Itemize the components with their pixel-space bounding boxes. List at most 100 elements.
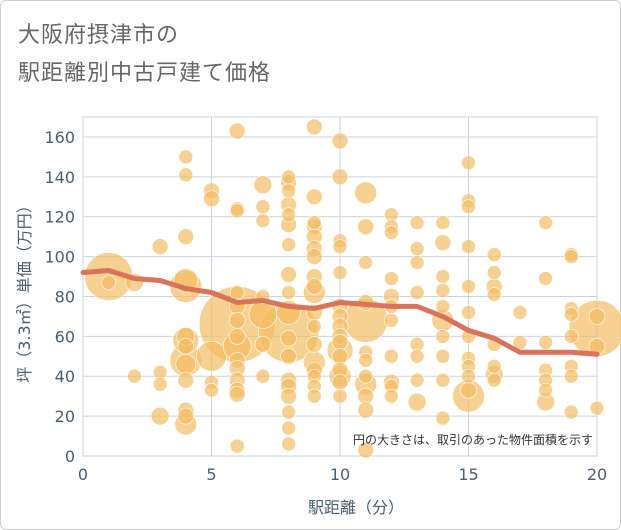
bubble-point — [409, 255, 425, 270]
bubble-point — [228, 312, 246, 329]
bubble-point — [512, 305, 528, 320]
x-tick-label: 0 — [78, 465, 88, 484]
y-tick-label: 100 — [44, 248, 75, 267]
bubble-point — [331, 347, 349, 365]
bubble-point — [150, 406, 170, 426]
bubble-point — [151, 238, 169, 255]
bubble-point — [254, 336, 272, 353]
y-axis-title: 坪（3.3㎡）単価（万円） — [15, 197, 34, 382]
bubble-point — [305, 336, 323, 353]
bubble-point — [538, 271, 553, 286]
bubble-point — [461, 305, 476, 320]
bubble-point — [203, 190, 220, 208]
bubble-point — [204, 382, 219, 398]
bubble-point — [460, 381, 477, 399]
bubble-point — [563, 368, 579, 384]
bubble-point — [486, 265, 502, 280]
bubble-point — [512, 335, 528, 350]
bubble-point — [461, 368, 476, 384]
grid — [82, 116, 598, 457]
bubble-point — [486, 358, 502, 374]
bubble-point — [357, 387, 375, 405]
y-tick-label: 160 — [44, 128, 75, 147]
bubble-point — [229, 438, 245, 454]
bubble-point — [435, 329, 451, 344]
bubble-point — [357, 441, 375, 459]
bubble-point — [409, 285, 425, 300]
bubble-point — [435, 372, 451, 388]
bubble-point — [486, 372, 502, 388]
bubble-point — [563, 307, 579, 322]
bubble-point — [281, 404, 296, 420]
bubbles — [84, 118, 621, 459]
bubble-point — [409, 372, 425, 388]
x-tick-label: 5 — [206, 465, 216, 484]
bubble-point — [538, 335, 553, 350]
tick-labels: 0 5 10 15 20 0 20 40 60 80 100 120 140 160 — [44, 128, 607, 484]
x-tick-label: 10 — [330, 465, 350, 484]
bubble-point — [563, 249, 579, 264]
bubble-point — [589, 400, 605, 416]
bubble-point — [281, 183, 296, 199]
bubble-point — [280, 266, 297, 283]
bubble-point — [255, 368, 271, 384]
bubble-point — [461, 279, 476, 294]
bubble-point — [281, 207, 296, 223]
y-tick-label: 140 — [44, 168, 75, 187]
bubble-point — [280, 387, 297, 405]
bubble-point — [384, 388, 399, 404]
bubble-point — [354, 181, 378, 205]
bubble-point — [280, 347, 297, 365]
bubble-point — [435, 283, 451, 298]
bubble-point — [177, 371, 195, 389]
bubble-point — [178, 167, 194, 183]
bubble-point — [461, 155, 476, 171]
bubble-point — [281, 285, 296, 300]
bubble-point — [461, 239, 476, 254]
bubble-point — [305, 188, 323, 206]
bubble-point — [435, 215, 451, 230]
bubble-point — [407, 392, 427, 412]
y-tick-label: 60 — [55, 327, 75, 346]
bubble-point — [331, 168, 349, 186]
chart-title-line2: 駅距離別中古戸建て価格 — [18, 61, 272, 86]
bubble-point — [563, 329, 579, 344]
bubble-point — [486, 287, 502, 302]
bubble-point — [228, 385, 246, 403]
bubble-point — [486, 247, 502, 262]
bubble-point — [538, 382, 553, 398]
y-tick-label: 20 — [55, 407, 75, 426]
bubble-point — [281, 237, 296, 252]
bubble-point — [306, 215, 322, 230]
bubble-point — [434, 234, 452, 251]
bubble-point — [229, 285, 245, 300]
bubble-point — [358, 255, 374, 270]
x-axis-title: 駅距離（分） — [308, 498, 404, 517]
bubble-point — [305, 118, 323, 136]
y-tick-label: 80 — [55, 287, 75, 306]
bubble-point — [255, 213, 271, 228]
bubble-point — [228, 122, 246, 140]
bubble-point — [229, 203, 245, 219]
bubble-point — [357, 218, 375, 235]
bubble-point — [358, 352, 374, 368]
bubble-point — [175, 353, 197, 375]
y-tick-label: 120 — [44, 208, 75, 227]
bubble-point — [332, 388, 348, 404]
bubble-point — [281, 420, 296, 436]
bubble-point — [588, 308, 606, 325]
size-annotation: 円の大きさは、取引のあった物件面積を示す — [353, 432, 593, 447]
bubble-point — [331, 373, 349, 391]
bubble-point — [435, 269, 451, 284]
bubble-point — [255, 199, 271, 215]
bubble-point — [253, 175, 273, 195]
bubble-point — [306, 319, 322, 334]
bubble-point — [409, 348, 425, 364]
bubble-point — [563, 404, 579, 420]
bubble-point — [357, 401, 375, 419]
bubble-point — [305, 248, 323, 265]
y-tick-label: 0 — [65, 447, 75, 466]
bubble-point — [384, 225, 399, 240]
bubble-point — [461, 199, 476, 215]
